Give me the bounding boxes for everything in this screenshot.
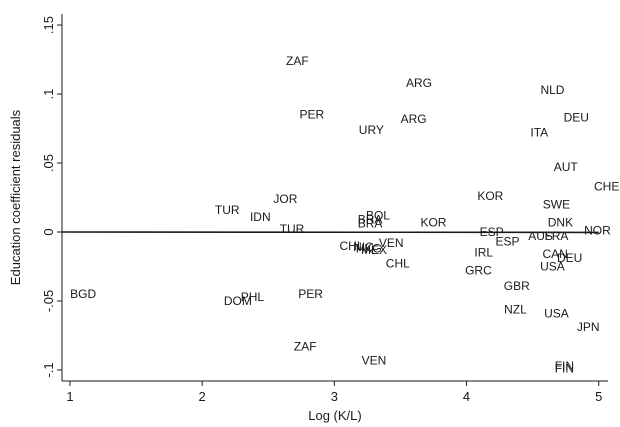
point-label-ita: ITA [530, 126, 548, 140]
point-label-deu: DEU [557, 251, 582, 265]
point-label-esp: ESP [496, 235, 520, 249]
point-label-nor: NOR [584, 224, 611, 238]
y-tick-label: 0 [41, 228, 56, 235]
point-label-zaf: ZAF [286, 54, 309, 68]
y-tick-label: .15 [41, 16, 56, 34]
point-label-idn: IDN [250, 210, 271, 224]
point-label-kor: KOR [477, 189, 503, 203]
x-axis-title: Log (K/L) [308, 408, 361, 423]
points-layer: ZAF ARG NLD PER DEU ARG URY ITA AUT CHE KOR JOR SWE T… [70, 54, 619, 376]
point-label-arg: ARG [406, 76, 432, 90]
point-label-per: PER [300, 108, 325, 122]
point-label-mex: MEX [361, 243, 387, 257]
y-tick-label: .1 [41, 89, 56, 100]
point-label-grc: GRC [465, 264, 492, 278]
point-label-bra: BRA [358, 213, 383, 227]
point-label-usa: USA [540, 259, 565, 273]
point-label-usa: USA [544, 306, 569, 320]
point-label-nic: NIC [353, 240, 374, 254]
point-label-tur: TUR [215, 203, 240, 217]
point-label-ven: VEN [379, 236, 404, 250]
point-label-ury: URY [359, 123, 384, 137]
y-ticks: -.1 -.05 0 .05 .1 .15 [41, 16, 62, 378]
point-label-fin: FIN [555, 362, 574, 376]
point-label-dom: DOM [224, 294, 252, 308]
point-label-zaf: ZAF [294, 340, 317, 354]
x-tick-label: 1 [66, 389, 73, 404]
point-label-per: PER [298, 287, 323, 301]
point-label-chl: CHL [340, 239, 364, 253]
point-label-hkg: HKG [356, 242, 382, 256]
point-label-aus: AUS [528, 229, 553, 243]
point-label-can: CAN [542, 247, 567, 261]
point-label-aut: AUT [554, 160, 579, 174]
point-label-gbr: GBR [504, 279, 530, 293]
point-label-fra: FRA [544, 229, 568, 243]
point-label-ven: VEN [362, 353, 387, 367]
point-label-arg: ARG [401, 112, 427, 126]
point-label-nld: NLD [540, 83, 564, 97]
y-tick-label: -.1 [41, 362, 56, 377]
x-tick-label: 5 [595, 389, 602, 404]
x-ticks: 1 2 3 4 5 [66, 381, 602, 404]
point-label-phl: PHL [241, 290, 265, 304]
x-tick-label: 3 [331, 389, 338, 404]
x-tick-label: 4 [463, 389, 470, 404]
point-label-deu: DEU [564, 110, 589, 124]
point-label-swe: SWE [543, 197, 570, 211]
point-label-chl: CHL [386, 257, 410, 271]
point-label-esp: ESP [480, 225, 504, 239]
point-label-bra: BRA [358, 217, 383, 231]
point-label-kor: KOR [420, 215, 446, 229]
y-tick-label: .05 [41, 154, 56, 172]
point-label-jpn: JPN [577, 320, 600, 334]
point-label-jor: JOR [273, 192, 297, 206]
point-label-dnk: DNK [548, 215, 573, 229]
point-label-bgd: BGD [70, 287, 96, 301]
point-label-che: CHE [594, 179, 619, 193]
point-label-tur: TUR [280, 222, 305, 236]
point-label-nzl: NZL [504, 302, 527, 316]
point-label-bol: BOL [366, 208, 390, 222]
point-label-irl: IRL [474, 246, 493, 260]
x-tick-label: 2 [199, 389, 206, 404]
y-axis-title: Education coefficient residuals [8, 109, 23, 285]
y-tick-label: -.05 [41, 290, 56, 312]
point-label-fin: FIN [555, 359, 574, 373]
axes [61, 14, 608, 382]
